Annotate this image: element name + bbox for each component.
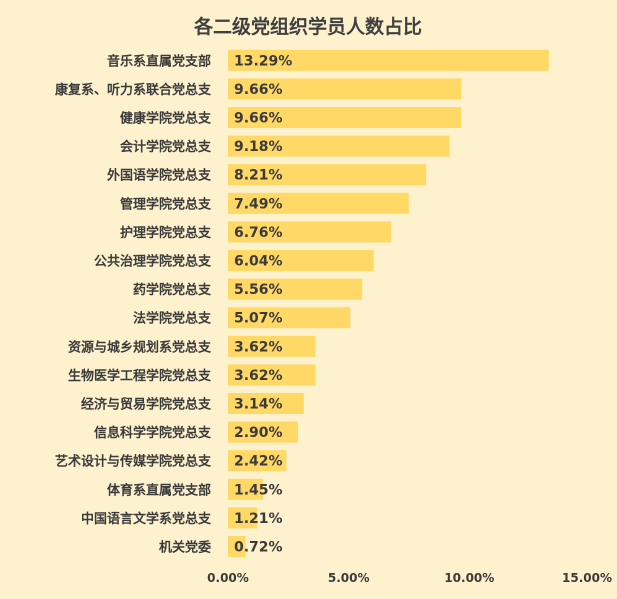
chart-title: 各二级党组织学员人数占比: [193, 15, 422, 38]
value-label: 1.45%: [234, 482, 283, 498]
value-label: 6.04%: [234, 254, 283, 270]
category-label: 护理学院党总支: [120, 225, 212, 241]
value-label: 2.90%: [234, 425, 283, 441]
value-label: 9.18%: [234, 139, 283, 155]
value-label: 9.66%: [234, 111, 283, 127]
bar: [228, 307, 351, 329]
category-label: 艺术设计与传媒学院党总支: [55, 454, 212, 470]
category-label: 体育系直属党支部: [107, 482, 211, 498]
bar: [228, 49, 549, 71]
category-labels: 音乐系直属党支部康复系、听力系联合党总支健康学院党总支会计学院党总支外国语学院党…: [55, 53, 212, 555]
value-label: 3.14%: [234, 397, 283, 413]
value-label: 3.62%: [234, 339, 283, 355]
bar: [228, 364, 316, 386]
category-label: 法学院党总支: [133, 311, 212, 327]
bar: [228, 221, 392, 243]
category-label: 康复系、听力系联合党总支: [55, 82, 212, 98]
value-label: 5.56%: [234, 282, 283, 298]
bar: [228, 135, 450, 157]
bar: [228, 192, 409, 214]
value-label: 9.66%: [234, 82, 283, 98]
x-axis-ticks: 0.00% 5.00% 10.00% 15.00%: [207, 571, 612, 585]
value-label: 1.21%: [234, 511, 283, 527]
category-label: 生物医学工程学院党总支: [68, 368, 212, 384]
x-tick-label: 10.00%: [444, 571, 494, 585]
bar: [228, 164, 427, 186]
value-label: 6.76%: [234, 225, 283, 241]
bar: [228, 107, 462, 128]
value-label: 2.42%: [234, 454, 283, 470]
category-label: 信息科学学院党总支: [94, 425, 212, 441]
bar: [228, 278, 363, 300]
category-label: 外国语学院党总支: [106, 168, 212, 184]
category-label: 经济与贸易学院党总支: [81, 397, 212, 413]
value-label: 5.07%: [234, 311, 283, 327]
value-label: 13.29%: [234, 53, 292, 69]
bar: [228, 250, 374, 271]
category-label: 音乐系直属党支部: [107, 53, 211, 69]
category-label: 资源与城乡规划系党总支: [68, 339, 212, 355]
bar: [228, 536, 246, 557]
value-label: 8.21%: [234, 168, 283, 184]
category-label: 机关党委: [159, 540, 211, 556]
x-tick-label: 0.00%: [207, 571, 249, 585]
category-label: 管理学院党总支: [120, 196, 212, 212]
value-label: 3.62%: [234, 368, 283, 384]
bar: [228, 478, 263, 500]
value-label: 0.72%: [234, 540, 283, 556]
category-label: 健康学院党总支: [120, 111, 212, 127]
x-tick-label: 15.00%: [562, 571, 612, 585]
category-label: 公共治理学院党总支: [94, 254, 212, 270]
value-label: 7.49%: [234, 196, 283, 212]
bar: [228, 507, 258, 529]
bar: [228, 78, 462, 100]
x-tick-label: 5.00%: [328, 571, 370, 585]
value-labels: 13.29% 9.66% 9.66% 9.18% 8.21% 7.49% 6.76% 6.04…: [234, 53, 292, 555]
bar: [228, 335, 316, 357]
bars-group: [228, 49, 549, 557]
bar: [228, 393, 304, 414]
category-label: 药学院党总支: [133, 282, 212, 298]
category-label: 会计学院党总支: [120, 139, 212, 155]
bar: [228, 450, 287, 472]
category-label: 中国语言文学系党总支: [81, 511, 212, 527]
bar: [228, 421, 298, 443]
